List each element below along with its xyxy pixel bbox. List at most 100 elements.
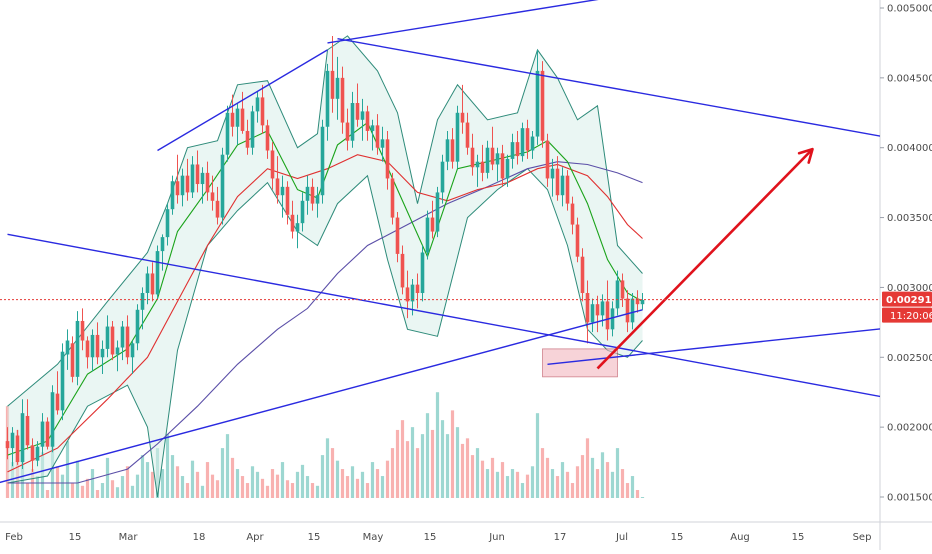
candle-body [106,327,110,349]
candle-body [491,148,495,165]
time-tick-label: Apr [246,532,264,543]
candle-body [11,433,15,448]
candle-body [446,139,450,161]
candle-body [341,78,345,123]
candle-body [6,441,10,448]
volume-bar [441,420,444,498]
volume-bar [171,455,174,498]
volume-bar [356,479,359,498]
candle-body [231,113,235,127]
candle-body [201,173,205,184]
candle-body [236,109,240,127]
volume-bar [111,480,114,498]
volume-bar [636,490,639,498]
volume-bar [301,465,304,498]
volume-bar [146,462,149,498]
volume-bar [446,434,449,498]
candle-body [461,113,465,123]
candle-body [151,273,155,294]
volume-bar [641,497,644,498]
time-tick-label: 15 [671,532,684,543]
volume-bar [321,455,324,498]
volume-bar [371,462,374,498]
candle-body [551,169,555,179]
candle-body [426,218,430,253]
volume-bar [336,461,339,498]
volume-bar [311,483,314,498]
volume-bar [261,479,264,498]
volume-bar [391,448,394,498]
candle-body [496,153,500,164]
volume-bar [416,448,419,498]
candle [111,321,115,360]
candle-body [46,422,50,447]
volume-bar [221,448,224,498]
candle-body [591,304,595,322]
volume-bar [26,483,29,498]
candle-body [501,153,505,178]
candle-body [631,299,635,323]
volume-bar [286,480,289,498]
volume-bar [201,486,204,498]
volume-bar [96,490,99,498]
volume-bar [501,462,504,498]
candle-body [101,349,105,357]
candle [436,187,440,237]
candle-body [206,173,210,193]
volume-bar [426,413,429,498]
candle-body [146,273,150,293]
volume-bar [236,469,239,498]
volume-bar [81,486,84,498]
candle [46,417,50,449]
candle-body [401,254,405,288]
volume-bar [616,448,619,498]
volume-bar [421,434,424,498]
volume-bar [411,427,414,498]
candle-body [311,187,315,204]
candle-body [641,300,645,304]
candle-body [381,139,385,147]
volume-bar [106,458,109,498]
volume-bar [511,469,514,498]
volume-bar [326,438,329,498]
volume-bar [126,466,129,498]
candle-body [326,71,330,127]
volume-bar [396,430,399,498]
candle-body [351,103,355,141]
candle-body [521,128,525,156]
volume-bar [406,441,409,498]
volume-bar [456,427,459,498]
candle-body [376,125,380,147]
candle-body [61,352,65,411]
candle-body [156,251,160,294]
volume-bar [241,476,244,498]
time-tick-label: 15 [69,532,82,543]
time-tick-label: Aug [730,532,750,543]
candle-body [561,176,565,196]
candle-body [36,447,40,461]
candle-body [571,204,575,225]
candle [391,173,395,225]
candle [51,385,55,452]
volume-bar [486,469,489,498]
last-price-label: 0.0029123 [886,295,932,306]
time-tick-label: 15 [424,532,437,543]
volume-bar [231,458,234,498]
candle [251,106,255,155]
candle [421,246,425,302]
volume-bar [61,475,64,498]
volume-bar [246,483,249,498]
time-tick-label: Jul [615,532,628,543]
candle-body [66,341,70,355]
time-tick-label: Jun [488,532,505,543]
candle-body [596,304,600,315]
volume-bar [71,483,74,498]
volume-bar [36,476,39,498]
time-tick-label: 15 [308,532,321,543]
volume-bar [621,469,624,498]
volume-bar [101,483,104,498]
time-tick-label: Mar [119,532,139,543]
